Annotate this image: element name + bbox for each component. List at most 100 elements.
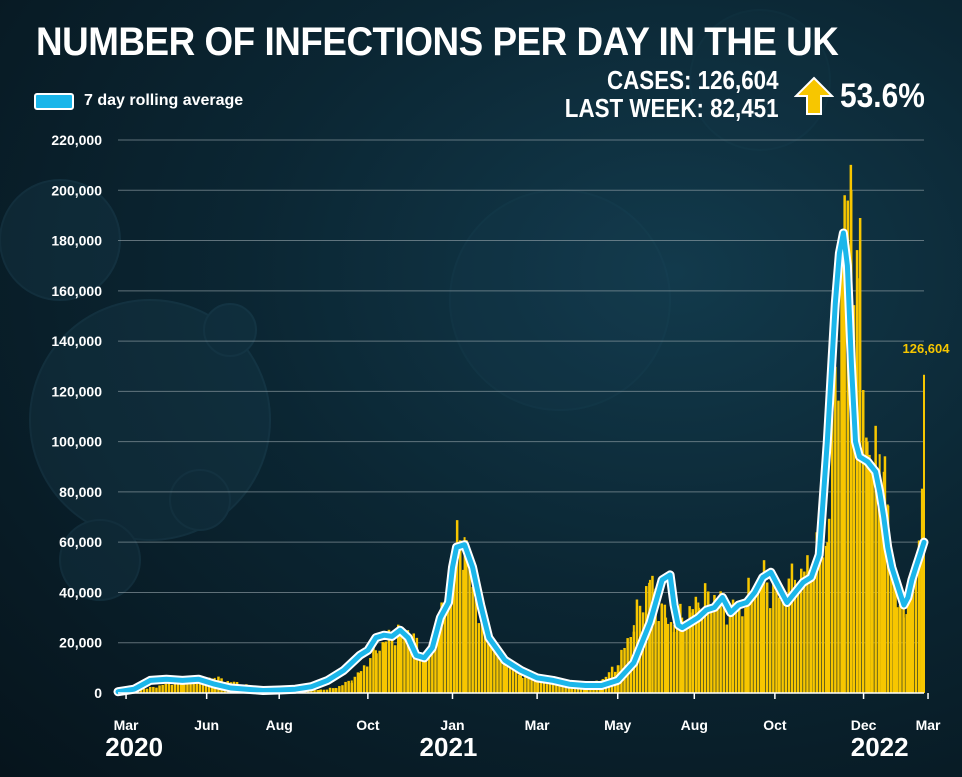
chart-title: NUMBER OF INFECTIONS PER DAY IN THE UK bbox=[36, 20, 839, 64]
bar bbox=[759, 580, 763, 693]
bar bbox=[161, 684, 164, 693]
bar-peak bbox=[310, 690, 313, 693]
bar bbox=[803, 571, 806, 693]
arrow-up-icon bbox=[794, 76, 834, 115]
bar bbox=[812, 579, 815, 693]
bar bbox=[366, 666, 369, 693]
bar-peak bbox=[886, 504, 889, 693]
bar-peak bbox=[181, 680, 184, 693]
bar bbox=[781, 592, 784, 693]
bar bbox=[325, 689, 329, 693]
bar bbox=[434, 649, 437, 693]
cases-label: CASES: 126,604 bbox=[607, 65, 779, 95]
bar-peak bbox=[447, 597, 450, 693]
bar bbox=[400, 628, 403, 693]
bar bbox=[750, 597, 753, 693]
bar-peak bbox=[894, 579, 897, 693]
bar bbox=[734, 608, 738, 693]
bar bbox=[424, 657, 428, 693]
bar-peak bbox=[463, 537, 466, 693]
x-tick-label: Dec bbox=[851, 717, 877, 733]
bar bbox=[651, 575, 654, 693]
bar bbox=[508, 660, 512, 693]
bar bbox=[152, 686, 155, 693]
bar bbox=[555, 684, 558, 693]
bar bbox=[158, 685, 161, 693]
bar-peak bbox=[826, 542, 829, 693]
bar bbox=[707, 591, 710, 693]
bar bbox=[331, 688, 335, 693]
bar bbox=[338, 686, 341, 693]
bar bbox=[831, 403, 834, 693]
bar-peak bbox=[407, 630, 410, 693]
bar bbox=[145, 688, 149, 693]
bar bbox=[542, 679, 546, 693]
bar bbox=[747, 577, 750, 693]
bar bbox=[716, 605, 719, 693]
bar bbox=[353, 676, 357, 693]
bar bbox=[384, 641, 388, 693]
year-label: 2020 bbox=[105, 732, 163, 762]
bar bbox=[465, 540, 468, 693]
bar bbox=[167, 683, 171, 693]
bar bbox=[189, 679, 192, 693]
bar bbox=[700, 616, 704, 693]
bar bbox=[499, 648, 502, 693]
bar bbox=[840, 246, 843, 693]
year-label: 2021 bbox=[420, 732, 478, 762]
bar bbox=[183, 680, 186, 693]
x-tick-label: Mar bbox=[525, 717, 550, 733]
bar-peak bbox=[918, 554, 921, 693]
bar bbox=[437, 634, 440, 693]
bar-peak bbox=[391, 635, 394, 693]
bar bbox=[564, 685, 567, 693]
y-tick-label: 40,000 bbox=[59, 584, 102, 600]
bar-peak bbox=[520, 675, 522, 693]
bar-peak bbox=[745, 602, 748, 693]
bar bbox=[769, 608, 772, 693]
bar bbox=[893, 573, 896, 693]
bar bbox=[719, 591, 722, 693]
bar bbox=[452, 569, 456, 693]
bar-peak bbox=[334, 687, 337, 693]
bar bbox=[328, 687, 332, 693]
bar-peak bbox=[878, 454, 881, 693]
bar-peak bbox=[439, 622, 442, 693]
last-week-label: LAST WEEK: 82,451 bbox=[565, 93, 779, 123]
bar-peak bbox=[890, 554, 893, 693]
legend-label: 7 day rolling average bbox=[84, 92, 244, 109]
bar-peak bbox=[487, 637, 490, 693]
bar bbox=[180, 681, 183, 693]
bar-peak bbox=[834, 391, 837, 693]
bar bbox=[462, 569, 465, 693]
bar bbox=[920, 488, 924, 693]
y-tick-label: 60,000 bbox=[59, 534, 102, 550]
bar bbox=[710, 606, 713, 693]
bar bbox=[824, 545, 828, 693]
bar-peak bbox=[697, 602, 700, 693]
case-stats: CASES: 126,604 LAST WEEK: 82,451 bbox=[565, 66, 779, 122]
latest-value-annotation: 126,604 bbox=[903, 341, 951, 356]
bar bbox=[195, 680, 198, 693]
bar bbox=[784, 604, 787, 693]
bar bbox=[527, 675, 530, 693]
bar bbox=[142, 688, 146, 693]
bar bbox=[539, 678, 543, 693]
bar bbox=[393, 645, 397, 693]
y-tick-label: 180,000 bbox=[51, 233, 102, 249]
bar bbox=[517, 674, 521, 693]
y-tick-label: 0 bbox=[94, 685, 102, 701]
bar bbox=[862, 390, 865, 693]
bar-peak bbox=[455, 547, 458, 693]
bar-peak bbox=[902, 617, 905, 693]
bar bbox=[654, 588, 657, 693]
bar bbox=[738, 600, 741, 693]
bar bbox=[316, 690, 319, 693]
bar-peak bbox=[415, 642, 418, 693]
bar bbox=[685, 623, 688, 693]
bar-peak bbox=[898, 605, 901, 693]
bar bbox=[558, 684, 561, 693]
bar bbox=[418, 659, 422, 693]
bar bbox=[880, 503, 884, 693]
bar bbox=[173, 681, 177, 693]
